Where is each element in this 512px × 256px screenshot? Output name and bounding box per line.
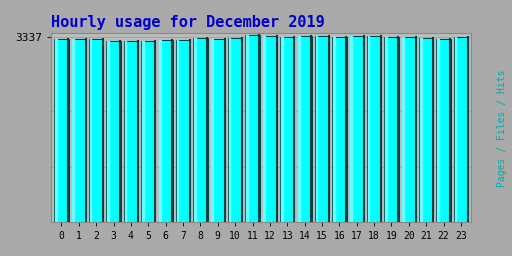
Bar bbox=[107, 41, 109, 222]
Bar bbox=[367, 36, 381, 222]
Bar bbox=[90, 39, 92, 222]
Bar bbox=[437, 39, 439, 222]
Bar bbox=[298, 36, 300, 222]
Bar bbox=[176, 40, 190, 222]
Bar bbox=[333, 37, 335, 222]
Bar bbox=[54, 39, 69, 222]
Bar bbox=[246, 35, 248, 222]
Bar bbox=[454, 37, 468, 222]
Bar bbox=[350, 36, 352, 222]
Bar bbox=[332, 37, 347, 222]
Bar bbox=[228, 38, 242, 222]
Bar bbox=[281, 37, 283, 222]
Bar bbox=[402, 37, 416, 222]
Bar bbox=[72, 39, 86, 222]
Bar bbox=[141, 41, 156, 222]
Bar bbox=[315, 36, 317, 222]
Bar bbox=[297, 36, 312, 222]
Bar bbox=[315, 36, 329, 222]
Bar bbox=[194, 38, 196, 222]
Bar bbox=[385, 37, 387, 222]
Bar bbox=[159, 40, 161, 222]
Text: Hourly usage for December 2019: Hourly usage for December 2019 bbox=[51, 15, 325, 30]
Bar bbox=[177, 40, 178, 222]
Bar bbox=[210, 39, 225, 222]
Bar bbox=[245, 35, 260, 222]
Text: Pages / Files / Hits: Pages / Files / Hits bbox=[497, 69, 507, 187]
Bar bbox=[264, 36, 265, 222]
Bar bbox=[420, 38, 421, 222]
Bar bbox=[72, 39, 74, 222]
Bar bbox=[402, 37, 404, 222]
Bar bbox=[229, 38, 230, 222]
Bar bbox=[124, 41, 138, 222]
Bar bbox=[368, 36, 369, 222]
Bar bbox=[194, 38, 207, 222]
Bar bbox=[263, 36, 277, 222]
Bar bbox=[385, 37, 399, 222]
Bar bbox=[419, 38, 433, 222]
Bar bbox=[350, 36, 364, 222]
Bar bbox=[106, 41, 121, 222]
Bar bbox=[89, 39, 103, 222]
Bar bbox=[55, 39, 57, 222]
Bar bbox=[142, 41, 143, 222]
Bar bbox=[280, 37, 294, 222]
Bar bbox=[159, 40, 173, 222]
Bar bbox=[124, 41, 126, 222]
Bar bbox=[455, 37, 456, 222]
Bar bbox=[437, 39, 451, 222]
Bar bbox=[211, 39, 213, 222]
